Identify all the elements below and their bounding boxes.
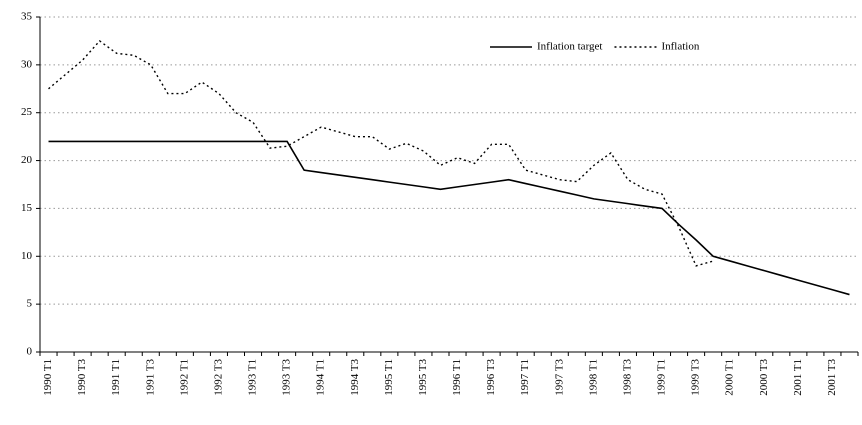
x-tick-label: 1995 T1 [383,359,395,396]
x-tick-label: 2001 T1 [792,359,804,396]
series-line [48,39,714,267]
x-tick-label: 1998 T3 [621,359,633,396]
x-tick-label: 2000 T1 [724,359,736,396]
y-tick-label: 25 [21,106,33,118]
x-tick-label: 1990 T3 [76,359,88,396]
y-tick-label: 15 [21,202,33,214]
x-tick-label: 1999 T3 [690,359,702,396]
x-tick-label: 1994 T3 [349,359,361,396]
x-tick-label: 1997 T1 [519,359,531,396]
x-tick-label: 1993 T3 [281,359,293,396]
x-tick-label: 1991 T1 [110,359,122,396]
y-tick-label: 35 [21,11,33,23]
x-tick-label: 1998 T1 [587,359,599,396]
x-tick-label: 1996 T3 [485,359,497,396]
series-line [48,140,850,296]
y-tick-label: 5 [27,298,33,310]
x-tick-label: 1996 T1 [451,359,463,396]
x-tick-label: 1997 T3 [553,359,565,396]
y-tick-label: 0 [27,346,33,358]
legend-label: Inflation [661,41,699,53]
x-tick-label: 1993 T1 [247,359,259,396]
y-tick-label: 20 [21,154,33,166]
x-tick-label: 1999 T1 [656,359,668,396]
x-tick-label: 2000 T3 [758,359,770,396]
x-tick-label: 1991 T3 [144,359,156,396]
x-tick-label: 1990 T1 [42,359,54,396]
x-tick-label: 1992 T1 [178,359,190,396]
y-tick-label: 10 [21,250,33,262]
x-tick-label: 1992 T3 [212,359,224,396]
x-tick-label: 1994 T1 [315,359,327,396]
x-tick-label: 2001 T3 [826,359,838,396]
y-tick-label: 30 [21,58,33,70]
legend-label: Inflation target [537,41,602,53]
x-tick-label: 1995 T3 [417,359,429,396]
